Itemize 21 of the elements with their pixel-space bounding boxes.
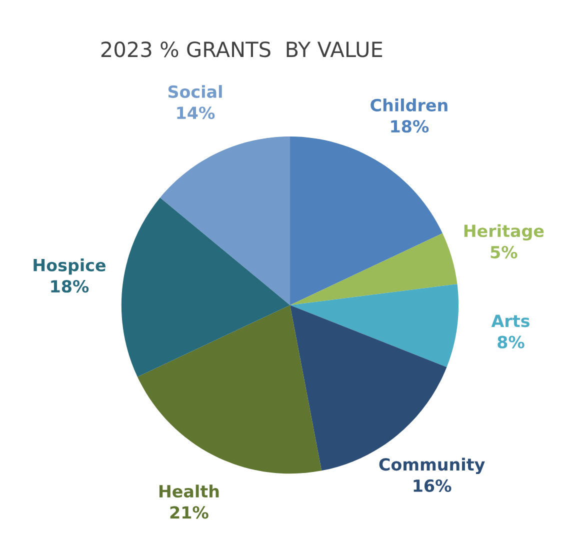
- pie-slice: [121, 198, 290, 377]
- data-label: 16%: [414, 479, 452, 492]
- slice-label: Hospice: [34, 258, 106, 275]
- pie-slice: [290, 284, 459, 368]
- data-label: 18%: [391, 120, 429, 133]
- slice-label: Social: [168, 85, 222, 98]
- slice-label: Arts: [491, 314, 530, 328]
- chart-title: 2023 % GRANTS BY VALUE: [101, 41, 382, 58]
- pie-slice: [290, 136, 443, 306]
- data-label: 21%: [170, 506, 208, 519]
- data-label: 18%: [51, 280, 89, 293]
- data-label: 5%: [490, 246, 518, 258]
- slice-label: Community: [379, 458, 485, 474]
- slice-label: Children: [370, 98, 448, 112]
- pie-slice: [290, 233, 458, 306]
- slice-label: Health: [159, 484, 219, 498]
- slice-label: Heritage: [464, 224, 544, 241]
- pie-slice: [137, 305, 322, 474]
- data-label: 14%: [177, 106, 215, 120]
- data-label: 8%: [498, 336, 524, 348]
- pie-slice: [160, 136, 290, 306]
